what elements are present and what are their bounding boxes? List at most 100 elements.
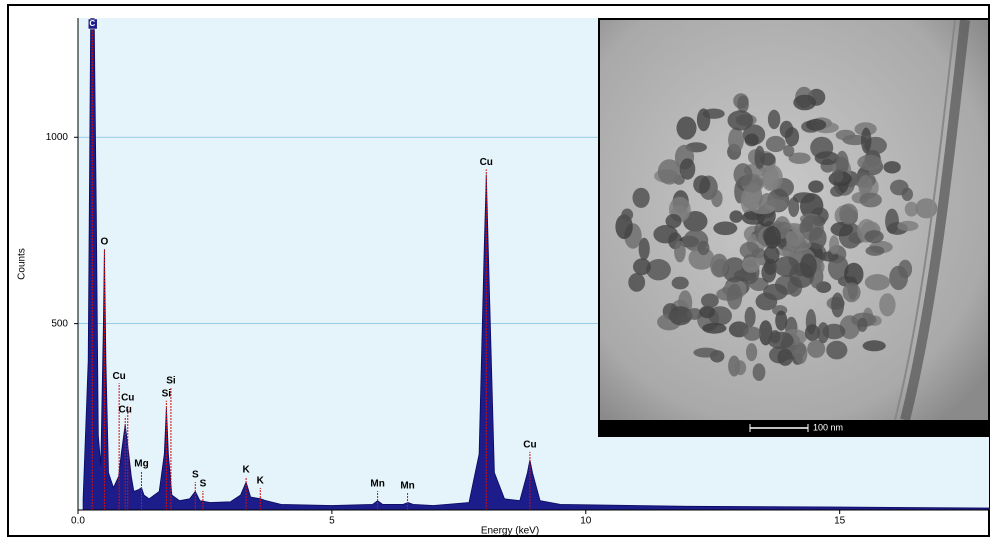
particle <box>628 273 646 292</box>
particle <box>839 203 859 225</box>
y-tick-label: 500 <box>51 318 68 329</box>
particle <box>830 222 854 237</box>
particle <box>646 259 671 281</box>
peak-label: K <box>242 464 250 475</box>
particle <box>826 340 848 360</box>
particle <box>800 253 817 279</box>
x-tick-label: 10 <box>580 516 592 527</box>
peak-label: O <box>101 237 109 248</box>
particle <box>632 187 650 208</box>
particle <box>679 158 696 180</box>
peak-label: Si <box>162 388 172 399</box>
particle <box>767 331 794 350</box>
peak-label: Cu <box>480 157 493 168</box>
particle <box>683 211 708 232</box>
particle <box>783 144 795 157</box>
particle <box>676 116 697 140</box>
particle <box>879 293 896 317</box>
particle <box>638 237 650 261</box>
particle <box>665 214 682 229</box>
particle <box>726 283 743 310</box>
particle <box>760 152 776 166</box>
particle <box>633 258 651 276</box>
particle <box>777 348 793 366</box>
particle <box>885 208 899 234</box>
particle <box>788 197 800 218</box>
peak-label: Si <box>166 375 176 386</box>
scale-bar-label: 100 nm <box>813 422 843 432</box>
particle <box>794 342 808 365</box>
particle <box>861 127 872 154</box>
particle <box>733 163 753 187</box>
particle <box>844 262 864 286</box>
particle <box>621 208 634 222</box>
particle <box>739 241 760 259</box>
particle <box>842 282 861 303</box>
peak-label: Cu <box>121 393 134 404</box>
inset-image: 100 nm <box>598 18 990 437</box>
particle <box>741 211 766 225</box>
particle <box>864 274 891 291</box>
peak-label-box <box>87 18 98 30</box>
peak-label: S <box>192 470 199 481</box>
particle <box>674 240 686 263</box>
particle <box>742 256 760 273</box>
particle <box>727 110 754 131</box>
particle <box>701 293 719 309</box>
x-tick-label: 15 <box>834 516 846 527</box>
particle <box>858 175 873 195</box>
spectrum-area <box>82 18 990 510</box>
particle <box>767 109 781 130</box>
particle <box>686 308 703 320</box>
particle <box>904 201 919 217</box>
particle <box>857 317 868 332</box>
particle <box>898 259 913 279</box>
particle <box>793 94 817 111</box>
particle <box>862 340 886 352</box>
peak-label: Cu <box>119 404 132 415</box>
particle <box>890 179 909 196</box>
particle <box>764 226 781 249</box>
peak-label: Cu <box>523 439 536 450</box>
x-tick-label: 0.0 <box>71 516 85 527</box>
y-tick-label: 1000 <box>46 132 69 143</box>
peak-label: K <box>257 476 265 487</box>
particle <box>743 326 761 341</box>
particle <box>702 322 727 334</box>
particle <box>799 215 824 241</box>
particle <box>814 151 839 166</box>
particle <box>864 230 884 244</box>
particle <box>833 169 844 183</box>
particle <box>657 159 682 185</box>
particle <box>713 221 738 236</box>
particle <box>897 220 919 232</box>
particle <box>693 175 711 194</box>
particle <box>653 225 678 244</box>
y-axis-label: Counts <box>17 248 28 280</box>
particle <box>765 135 786 153</box>
film-edge-inner <box>894 20 956 420</box>
particle <box>702 108 725 119</box>
particle <box>786 238 812 252</box>
particle <box>734 360 747 376</box>
particle <box>859 192 882 208</box>
particle <box>763 283 788 301</box>
particle <box>857 154 882 171</box>
peak-label: Mg <box>134 459 148 470</box>
particle <box>728 127 744 153</box>
particle <box>865 245 885 256</box>
particle <box>751 204 775 215</box>
peak-label: Mn <box>370 479 384 490</box>
peak-label: C <box>89 19 95 28</box>
particle <box>763 245 780 264</box>
particle <box>831 292 845 318</box>
particle <box>829 235 840 255</box>
particle <box>806 118 827 131</box>
particle <box>788 152 811 164</box>
particle <box>697 240 710 256</box>
film-edge <box>900 20 970 420</box>
particle <box>737 95 749 113</box>
particle <box>722 257 747 283</box>
particle <box>711 190 723 208</box>
